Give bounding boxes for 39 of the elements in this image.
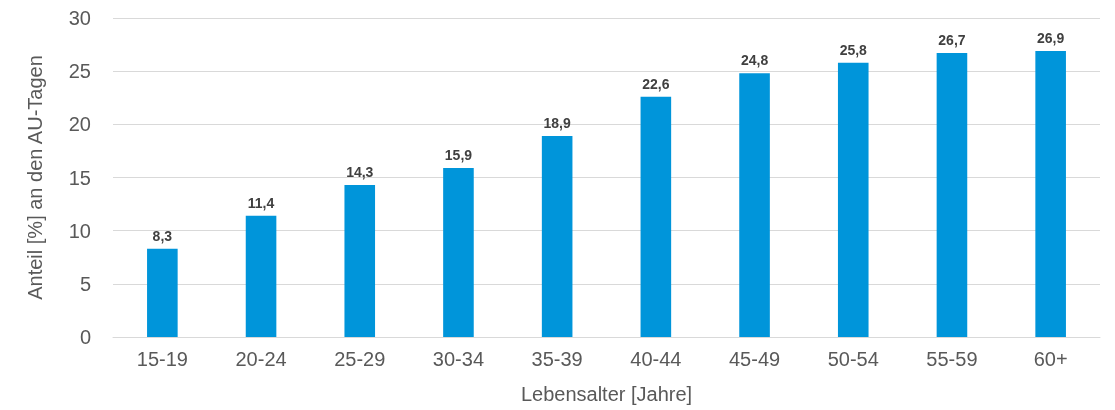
y-tick-label: 15 xyxy=(68,166,91,189)
x-tick-label: 45-49 xyxy=(728,348,781,370)
y-tick-label: 10 xyxy=(68,219,91,242)
bar xyxy=(245,215,277,337)
x-tick-label: 15-19 xyxy=(136,348,188,370)
x-axis-title: Lebensalter [Jahre] xyxy=(520,383,693,405)
y-tick-label: 0 xyxy=(79,326,91,348)
bar xyxy=(147,248,178,337)
data-label: 26,9 xyxy=(1037,29,1065,46)
y-axis-title: Anteil [%] an den AU-Tagen xyxy=(24,55,46,300)
data-label: 24,8 xyxy=(740,52,769,69)
data-label: 22,6 xyxy=(642,75,670,92)
x-tick-label: 60+ xyxy=(1033,348,1068,370)
bar xyxy=(936,53,968,337)
bar xyxy=(739,73,770,337)
bar xyxy=(640,96,672,337)
y-tick-label: 20 xyxy=(68,113,91,136)
y-tick-label: 30 xyxy=(68,7,91,29)
bar xyxy=(443,167,474,337)
x-tick-label: 20-24 xyxy=(235,348,287,370)
data-label: 25,8 xyxy=(839,41,868,58)
bar xyxy=(837,62,869,337)
data-label: 26,7 xyxy=(938,32,966,49)
data-label: 15,9 xyxy=(444,146,473,163)
y-tick-label: 25 xyxy=(68,60,91,83)
y-tick-label: 5 xyxy=(79,272,91,295)
x-tick-label: 35-39 xyxy=(531,348,583,370)
bar xyxy=(541,136,573,337)
bar xyxy=(344,184,376,337)
x-tick-label: 40-44 xyxy=(630,348,682,370)
bar xyxy=(1035,50,1066,337)
x-tick-label: 50-54 xyxy=(827,348,879,370)
x-tick-label: 55-59 xyxy=(926,348,978,370)
x-tick-label: 30-34 xyxy=(432,348,485,370)
x-tick-label: 25-29 xyxy=(334,348,386,370)
data-label: 11,4 xyxy=(247,194,275,211)
data-label: 18,9 xyxy=(543,115,571,132)
data-label: 14,3 xyxy=(346,163,374,180)
data-label: 8,3 xyxy=(152,227,173,244)
